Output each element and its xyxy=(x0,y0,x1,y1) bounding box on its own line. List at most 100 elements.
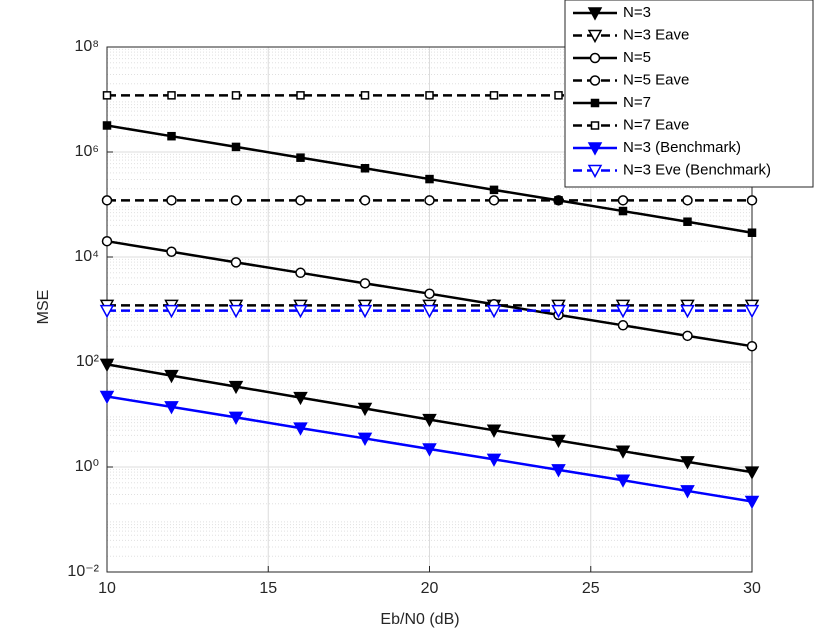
y-tick-label: 10⁴ xyxy=(74,248,99,265)
legend-label: N=3 (Benchmark) xyxy=(623,139,741,156)
marker xyxy=(424,195,435,206)
marker xyxy=(744,495,760,510)
marker xyxy=(683,217,692,226)
legend-label: N=5 xyxy=(623,49,651,66)
legend-label: N=3 Eve (Benchmark) xyxy=(623,161,771,178)
marker xyxy=(359,195,371,206)
marker xyxy=(293,422,308,436)
marker xyxy=(231,142,241,152)
marker xyxy=(590,121,600,130)
legend-label: N=3 Eave xyxy=(623,26,689,43)
marker xyxy=(99,358,115,372)
marker xyxy=(99,304,115,319)
x-tick-label: 10 xyxy=(98,580,116,597)
marker xyxy=(615,474,631,488)
legend: N=3 N=3 Eave N=5 N=5 Eave N=7 N=7 Eave N=3 (Be… xyxy=(564,0,814,188)
marker xyxy=(101,235,113,247)
marker xyxy=(357,402,373,417)
x-axis-label: Eb/N0 (dB) xyxy=(380,611,459,628)
legend-label: N=7 xyxy=(623,94,651,111)
marker xyxy=(295,195,306,206)
marker xyxy=(680,304,695,319)
marker xyxy=(617,320,629,331)
marker xyxy=(486,304,502,319)
marker xyxy=(231,91,241,100)
marker xyxy=(167,91,176,100)
x-tick-label: 15 xyxy=(259,580,277,597)
x-tick-label: 20 xyxy=(421,580,439,597)
marker xyxy=(293,304,308,319)
marker xyxy=(554,196,563,205)
marker xyxy=(101,195,113,206)
marker xyxy=(228,304,244,319)
marker xyxy=(744,304,760,319)
marker xyxy=(164,401,179,415)
x-tick-label: 30 xyxy=(743,580,761,597)
marker xyxy=(424,288,435,299)
marker xyxy=(747,228,757,237)
marker xyxy=(551,304,566,319)
marker xyxy=(744,466,760,480)
marker xyxy=(587,29,603,44)
marker xyxy=(425,174,434,184)
marker xyxy=(360,91,370,100)
marker xyxy=(682,330,693,342)
legend-label: N=3 xyxy=(623,4,651,21)
marker xyxy=(587,142,603,156)
marker xyxy=(230,257,242,268)
marker xyxy=(486,453,502,467)
marker xyxy=(615,304,631,319)
marker xyxy=(551,464,566,478)
marker xyxy=(102,91,112,100)
marker xyxy=(746,340,758,352)
marker xyxy=(589,52,601,64)
marker xyxy=(296,153,305,162)
y-tick-label: 10⁰ xyxy=(75,458,99,475)
marker xyxy=(102,121,112,130)
marker xyxy=(489,91,499,100)
marker xyxy=(618,206,628,216)
marker xyxy=(357,432,373,447)
marker xyxy=(680,485,695,499)
marker xyxy=(360,164,370,173)
marker xyxy=(164,369,179,384)
y-tick-label: 10⁻² xyxy=(67,563,99,580)
marker xyxy=(590,98,600,108)
marker xyxy=(99,390,115,405)
marker xyxy=(422,443,437,457)
marker xyxy=(228,380,244,395)
marker xyxy=(166,195,177,206)
marker xyxy=(486,424,502,438)
legend-box xyxy=(564,0,814,188)
marker xyxy=(617,195,629,206)
marker xyxy=(166,246,177,257)
y-tick-label: 10² xyxy=(76,353,100,370)
marker xyxy=(295,267,306,279)
marker xyxy=(551,434,566,449)
y-tick-label: 10⁶ xyxy=(75,143,99,160)
marker xyxy=(228,411,244,425)
marker xyxy=(422,304,437,319)
marker xyxy=(422,413,437,428)
marker xyxy=(680,456,695,470)
marker xyxy=(164,304,179,319)
legend-label: N=5 Eave xyxy=(623,71,689,88)
y-axis-label: MSE xyxy=(35,290,52,325)
marker xyxy=(488,195,500,206)
legend-label: N=7 Eave xyxy=(623,116,689,133)
x-tick-label: 25 xyxy=(582,580,600,597)
marker xyxy=(554,91,563,100)
marker xyxy=(359,278,371,289)
marker xyxy=(230,195,242,206)
marker xyxy=(425,91,434,100)
marker xyxy=(293,391,308,406)
marker xyxy=(615,445,631,459)
marker xyxy=(296,91,305,100)
marker xyxy=(587,164,603,179)
marker xyxy=(746,195,758,206)
marker xyxy=(489,185,499,195)
y-tick-label: 10⁸ xyxy=(74,38,99,55)
marker xyxy=(167,131,176,141)
marker xyxy=(589,75,601,86)
